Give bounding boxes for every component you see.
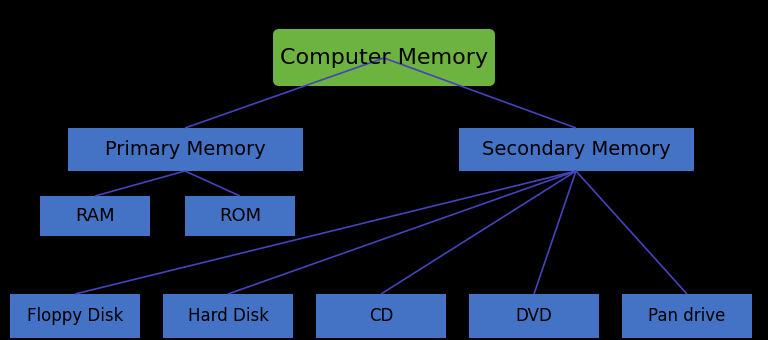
Bar: [40, 196, 150, 236]
Bar: [316, 294, 446, 338]
Bar: [458, 128, 694, 171]
Text: DVD: DVD: [515, 307, 552, 325]
Bar: [163, 294, 293, 338]
Text: CD: CD: [369, 307, 393, 325]
Text: Computer Memory: Computer Memory: [280, 48, 488, 68]
Text: RAM: RAM: [75, 207, 114, 225]
Bar: [185, 196, 295, 236]
Text: Primary Memory: Primary Memory: [104, 140, 266, 159]
Bar: [68, 128, 303, 171]
Bar: [469, 294, 599, 338]
FancyBboxPatch shape: [273, 29, 495, 86]
Text: ROM: ROM: [219, 207, 261, 225]
Text: Hard Disk: Hard Disk: [187, 307, 269, 325]
Bar: [622, 294, 752, 338]
Bar: [10, 294, 140, 338]
Text: Secondary Memory: Secondary Memory: [482, 140, 670, 159]
Text: Pan drive: Pan drive: [648, 307, 726, 325]
Text: Floppy Disk: Floppy Disk: [27, 307, 123, 325]
